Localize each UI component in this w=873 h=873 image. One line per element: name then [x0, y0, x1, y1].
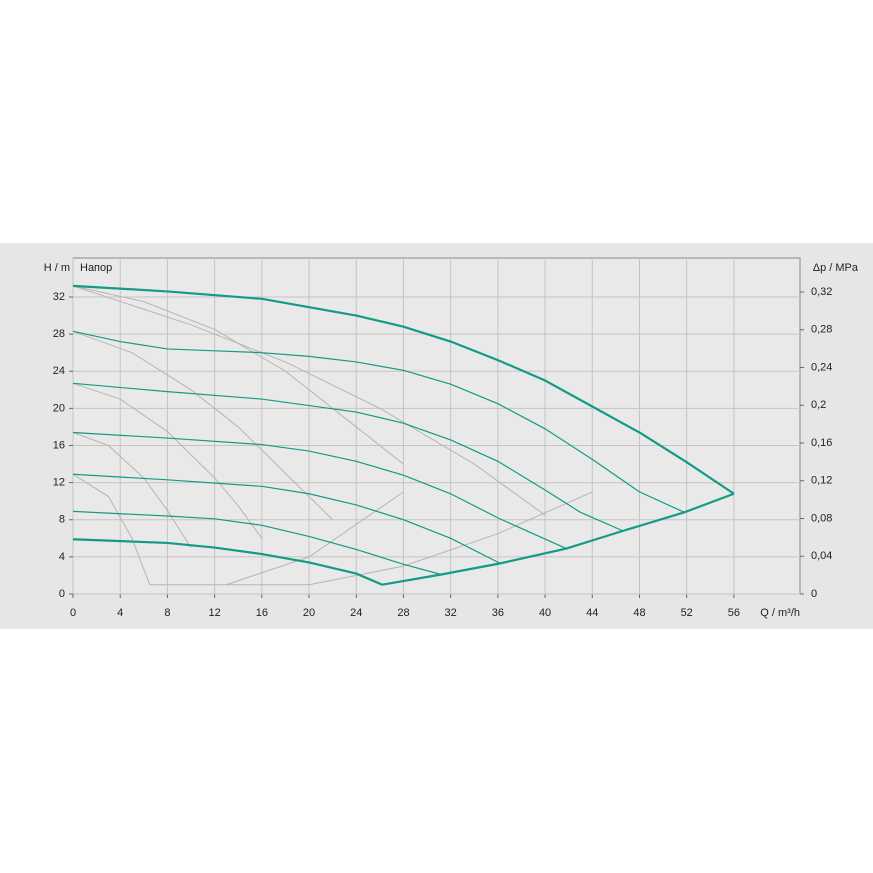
x-tick-label: 48	[633, 607, 645, 619]
y-tick-label: 28	[53, 328, 65, 340]
y-tick-label: 8	[59, 514, 65, 526]
y2-tick-label: 0,08	[811, 512, 832, 524]
x-tick-label: 12	[208, 607, 220, 619]
y2-tick-label: 0,2	[811, 399, 826, 411]
x-tick-label: 0	[70, 607, 76, 619]
y-tick-label: 16	[53, 439, 65, 451]
curve	[226, 491, 404, 586]
x-tick-label: 56	[728, 607, 740, 619]
y-tick-label: 4	[59, 551, 65, 563]
x-tick-label: 20	[303, 607, 315, 619]
y-tick-label: 20	[53, 402, 65, 414]
x-tick-label: 44	[586, 607, 598, 619]
curve	[72, 473, 501, 564]
curve	[72, 382, 624, 532]
y-tick-label: 32	[53, 291, 65, 303]
y2-tick-label: 0,16	[811, 437, 832, 449]
y2-tick-label: 0	[811, 588, 817, 600]
x-tick-label: 52	[681, 607, 693, 619]
curve	[72, 285, 404, 465]
y2-tick-label: 0,28	[811, 324, 832, 336]
x-tick-label: 8	[164, 607, 170, 619]
x-tick-label: 36	[492, 607, 504, 619]
curve	[72, 382, 263, 539]
curve	[72, 473, 151, 585]
plot-area	[72, 257, 801, 595]
curve	[72, 538, 383, 586]
annotation: Напор	[80, 262, 112, 274]
x-tick-label: 28	[397, 607, 409, 619]
y-tick-label: 12	[53, 477, 65, 489]
y2-tick-label: 0,04	[811, 550, 832, 562]
x-tick-label: 16	[256, 607, 268, 619]
x-tick-label: 40	[539, 607, 551, 619]
y-tick-label: 0	[59, 588, 65, 600]
curve	[149, 491, 593, 586]
y2-tick-label: 0,12	[811, 475, 832, 487]
curve	[72, 330, 685, 513]
y2-axis-label: Δp / MPa	[813, 262, 859, 274]
y-tick-label: 24	[53, 365, 65, 377]
curve	[72, 431, 567, 550]
x-axis-label: Q / m³/h	[760, 607, 800, 619]
y2-tick-label: 0,24	[811, 361, 832, 373]
y-axis-label: H / m	[44, 262, 70, 274]
curve	[72, 510, 442, 576]
y2-tick-label: 0,32	[811, 286, 832, 298]
x-tick-label: 24	[350, 607, 362, 619]
curve	[72, 284, 735, 495]
curve	[72, 330, 333, 521]
x-tick-label: 32	[445, 607, 457, 619]
curve	[382, 492, 735, 586]
curve	[72, 285, 546, 516]
x-tick-label: 4	[117, 607, 123, 619]
